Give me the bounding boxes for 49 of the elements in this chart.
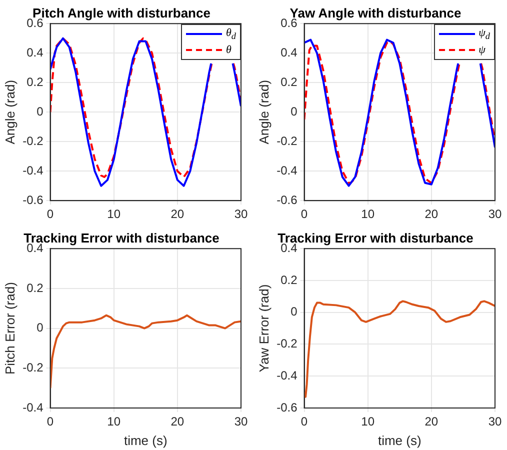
y-tick-label: -0.6 xyxy=(276,400,298,414)
legend-label: ψ$_{d}$ xyxy=(478,26,490,41)
x-tick-label: 0 xyxy=(46,414,54,429)
legend-label: θ$_{d}$ xyxy=(226,26,236,41)
x-tick-label: 30 xyxy=(488,414,502,429)
y-tick-label: -0.4 xyxy=(276,163,298,178)
x-tick-label: 0 xyxy=(300,414,308,429)
x-tick-label: 10 xyxy=(361,207,375,222)
y-tick-label: -0.2 xyxy=(276,336,298,351)
y-tick-label: -0.2 xyxy=(276,134,298,148)
y-tick-label: -0.6 xyxy=(22,192,44,207)
x-axis-title: time (s) xyxy=(124,432,168,448)
chart-title: Tracking Error with disturbance xyxy=(278,230,474,246)
x-tick-label: 0 xyxy=(300,207,308,222)
y-tick-label: -0.4 xyxy=(276,368,298,382)
x-tick-label: 20 xyxy=(170,414,184,429)
x-tick-label: 20 xyxy=(424,414,438,429)
y-tick-label: 0 xyxy=(290,304,298,319)
x-tick-label: 30 xyxy=(488,207,502,222)
x-tick-label: 10 xyxy=(107,414,121,429)
y-tick-label: 0 xyxy=(36,320,44,335)
x-axis-title: time (s) xyxy=(378,432,422,448)
y-tick-label: 0.4 xyxy=(26,45,44,60)
legend-label: ψ xyxy=(478,44,486,56)
x-tick-label: 30 xyxy=(234,414,248,429)
y-tick-label: 0 xyxy=(36,104,44,118)
x-tick-label: 20 xyxy=(424,207,438,222)
x-tick-label: 20 xyxy=(170,207,184,222)
y-tick-label: 0.2 xyxy=(280,74,298,89)
y-tick-label: 0.2 xyxy=(26,280,44,295)
legend-label: θ xyxy=(226,44,232,56)
y-axis-title: Yaw Error (rad) xyxy=(256,284,272,372)
chart-title: Tracking Error with disturbance xyxy=(24,230,220,246)
y-tick-label: -0.4 xyxy=(22,400,44,414)
y-tick-label: -0.2 xyxy=(22,360,44,374)
y-tick-label: 0 xyxy=(290,104,298,118)
y-axis-title: Angle (rad) xyxy=(2,80,18,144)
y-tick-label: -0.4 xyxy=(22,163,44,178)
y-tick-label: 0.2 xyxy=(26,74,44,89)
x-tick-label: 30 xyxy=(234,207,248,222)
y-tick-label: 0.4 xyxy=(280,45,298,60)
x-tick-label: 10 xyxy=(361,414,375,429)
y-tick-label: -0.2 xyxy=(22,134,44,148)
y-axis-title: Pitch Error (rad) xyxy=(2,282,18,375)
y-tick-label: -0.6 xyxy=(276,192,298,207)
x-tick-label: 0 xyxy=(46,207,54,222)
x-tick-label: 10 xyxy=(107,207,121,222)
y-tick-label: 0.2 xyxy=(280,272,298,287)
y-axis-title: Angle (rad) xyxy=(256,80,272,144)
